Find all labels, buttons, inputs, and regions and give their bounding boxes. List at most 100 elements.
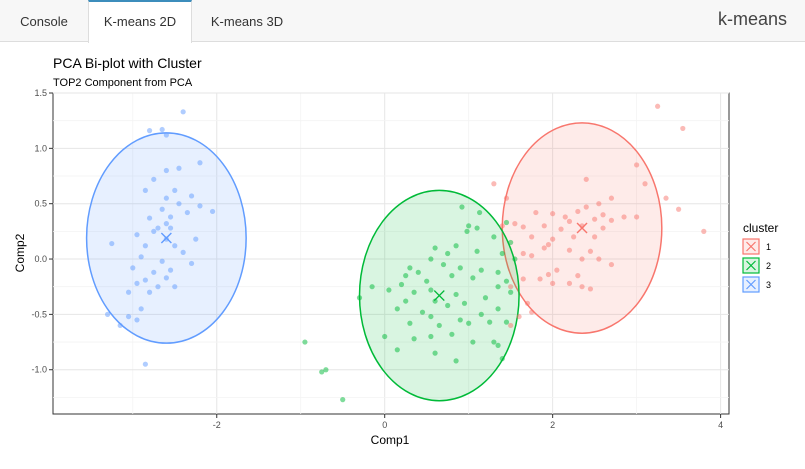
cluster-1-point [583,176,589,182]
cluster-3-point [146,215,153,221]
cluster-1-point [608,261,615,268]
cluster-2-point [382,333,388,340]
cluster-3-point [209,208,216,215]
cluster-2-point [508,289,514,295]
cluster-1-point [596,201,602,207]
y-axis-label: Comp2 [13,233,27,272]
legend-label-2: 2 [766,261,771,271]
cluster-3-point [176,201,182,207]
cluster-2-point [457,265,463,271]
cluster-3-point [163,195,169,201]
cluster-2-point [415,269,421,275]
cluster-3-point [159,206,165,212]
cluster-2-point [432,298,438,304]
cluster-2-point [323,367,329,373]
plot-area: PCA Bi-plot with Cluster TOP2 Component … [0,43,805,464]
cluster-3-point [167,225,174,231]
cluster-3-point [138,254,144,260]
cluster-2-point [459,204,465,210]
cluster-1-point [499,223,505,229]
cluster-1-point [608,217,615,223]
cluster-2-point [470,275,476,281]
cluster-3-point [109,240,115,247]
y-tick-label: -0.5 [31,309,47,319]
cluster-3-point [172,187,178,194]
cluster-2-point [411,336,417,342]
cluster-1-point [524,300,531,306]
plot-panel [52,92,730,415]
cluster-2-point [476,209,483,216]
cluster-1-point [520,224,526,230]
cluster-3-point [167,214,174,220]
cluster-3-point [142,277,148,283]
y-tick-label: -1.0 [31,365,47,375]
cluster-2-point [453,358,459,364]
legend-title: cluster [743,221,778,235]
cluster-2-point [503,278,510,284]
cluster-3-point [197,203,203,209]
cluster-3-point [134,232,140,238]
cluster-1-point [596,256,602,262]
cluster-1-point [550,236,556,242]
cluster-1-point [621,214,627,220]
cluster-1-point [663,195,669,201]
cluster-2-point [508,239,514,246]
cluster-2-point [474,248,480,254]
cluster-3-point [142,187,148,194]
cluster-2-point [428,256,434,262]
cluster-3-point [176,165,182,171]
cluster-1-point [550,211,556,217]
cluster-1-point [583,204,589,210]
cluster-3-point [117,322,123,329]
tab-console[interactable]: Console [20,14,68,29]
cluster-2-point [411,289,417,295]
cluster-1-point [558,226,564,232]
cluster-2-point [453,291,459,298]
cluster-1-point [579,284,585,290]
cluster-3-point [134,280,140,286]
cluster-1-point [634,214,640,220]
cluster-3-point [155,284,161,290]
cluster-3-point [130,265,136,271]
x-tick-label: 0 [382,420,387,430]
cluster-2-point [419,309,426,315]
cluster-3-point [163,221,169,227]
cluster-3-centroid [160,232,172,244]
cluster-1-point [592,216,598,222]
data-points [104,103,707,403]
cluster-1-point [592,234,598,240]
cluster-2-point [449,331,455,337]
cluster-1-point [566,280,573,286]
cluster-3-point [138,306,144,312]
cluster-3-point [180,109,186,115]
cluster-2-point [461,300,468,306]
app-title: k-means [717,9,787,29]
tab-kmeans-2d[interactable]: K-means 2D [88,0,192,43]
cluster-2-point [432,350,438,356]
tab-kmeans-3d[interactable]: K-means 3D [210,14,284,29]
cluster-1-point [642,181,648,187]
cluster-1-point [508,284,514,290]
cluster-3-point [180,249,186,255]
cluster-1-point [533,209,539,216]
scatter-chart: PCA Bi-plot with Cluster TOP2 Component … [13,55,778,447]
cluster-2-point [499,356,505,362]
x-tick-label: -2 [213,420,221,430]
cluster-2-point [445,250,451,257]
cluster-3-point [151,228,157,234]
cluster-3-point [163,236,169,242]
cluster-2-point [403,273,409,279]
cluster-2-point [428,313,434,320]
cluster-2-point [470,339,476,345]
cluster-2-point [495,306,501,312]
cluster-1-point [600,212,606,218]
legend-label-1: 1 [766,242,771,252]
cluster-2-point [340,397,346,403]
cluster-1-point [520,250,526,257]
cluster-1-point [491,181,497,187]
cluster-1-point [529,253,535,259]
cluster-3-point [159,258,165,264]
cluster-3-point [146,128,153,134]
cluster-2-point [495,269,501,275]
y-tick-label: 1.0 [34,143,47,153]
